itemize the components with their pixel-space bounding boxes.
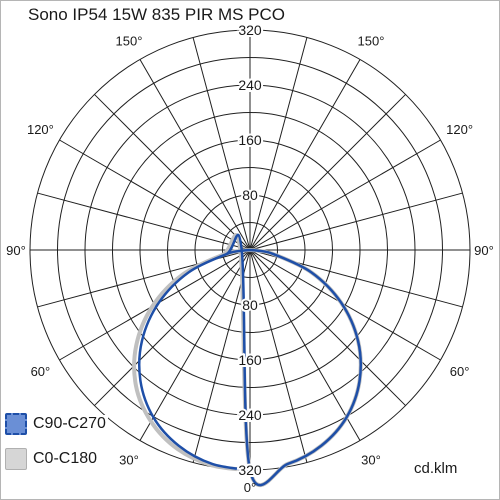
- grid-spoke: [249, 249, 361, 441]
- intensity-curves: [132, 233, 363, 488]
- grid-spoke: [249, 59, 361, 251]
- legend-item-c90-c270: C90-C270: [5, 411, 108, 437]
- curve-c90-c270: [138, 233, 362, 487]
- angle-label: 0°: [244, 480, 256, 495]
- angle-label: 90°: [6, 243, 26, 258]
- legend-item-c0-c180: C0-C180: [5, 446, 100, 472]
- angle-label: 120°: [27, 122, 54, 137]
- angle-label: 150°: [116, 33, 143, 48]
- grid-spoke: [249, 37, 308, 251]
- grid-spoke: [249, 94, 406, 251]
- radial-tick-label-lower: 80: [242, 297, 258, 313]
- grid-spoke: [37, 192, 251, 251]
- polar-labels: 80 80 160 160 240 240 320 320 0° 30° 30° 60° 60° 90° 9…: [6, 20, 494, 495]
- radial-tick-label-upper: 160: [238, 132, 262, 148]
- grid-spoke: [192, 37, 251, 251]
- radial-tick-label-upper: 240: [238, 77, 262, 93]
- radial-tick-label-lower: 240: [238, 407, 262, 423]
- radial-tick-label-upper: 320: [238, 22, 262, 38]
- unit-label: cd.klm: [414, 460, 458, 477]
- radial-tick-label-upper: 80: [242, 187, 258, 203]
- grid-spoke: [94, 94, 251, 251]
- grid-spoke: [59, 139, 251, 251]
- angle-label: 30°: [361, 453, 381, 468]
- chart-title: Sono IP54 15W 835 PIR MS PCO: [28, 5, 286, 24]
- angle-label: 150°: [358, 33, 385, 48]
- angle-label: 120°: [446, 122, 473, 137]
- angle-label: 90°: [474, 243, 494, 258]
- grid-spoke: [249, 249, 441, 361]
- legend-swatch-c90-c270: [5, 413, 27, 435]
- radial-tick-label-lower: 320: [238, 462, 262, 478]
- legend-label-c0-c180: C0-C180: [33, 450, 100, 468]
- angle-label: 60°: [450, 364, 470, 379]
- grid-spoke: [249, 249, 406, 406]
- angle-label: 30°: [119, 453, 139, 468]
- grid-spoke: [249, 192, 463, 251]
- legend-label-c90-c270: C90-C270: [33, 415, 108, 433]
- grid-spoke: [94, 249, 251, 406]
- radial-tick-label-lower: 160: [238, 352, 262, 368]
- grid-spoke: [249, 249, 308, 463]
- angle-label: 60°: [31, 364, 51, 379]
- polar-grid: [29, 29, 471, 471]
- grid-spoke: [139, 59, 251, 251]
- legend-swatch-c0-c180: [5, 448, 27, 470]
- grid-spoke: [139, 249, 251, 441]
- grid-spoke: [249, 139, 441, 251]
